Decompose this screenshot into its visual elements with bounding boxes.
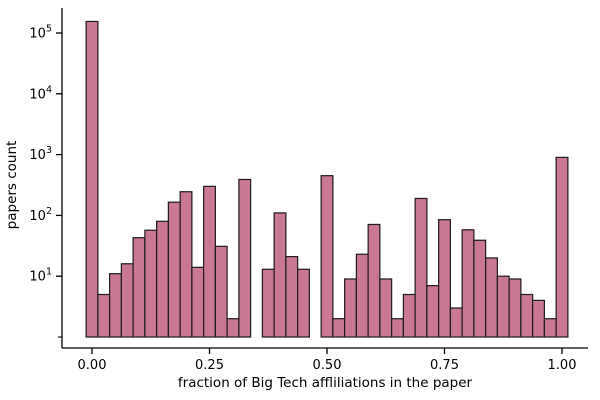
x-tick-label: 0.50 [313,358,342,373]
histogram-bar [167,201,181,338]
x-tick-label: 0.25 [195,358,224,373]
histogram-bar [203,185,216,338]
histogram-bar [496,275,510,338]
histogram-bar [402,293,416,338]
histogram-bar [391,318,404,338]
histogram-bar [297,268,310,338]
x-tick-label: 0.75 [430,358,459,373]
histogram-bar [367,223,381,338]
y-axis-label: papers count [4,141,20,230]
histogram-bar [238,178,252,338]
histogram-bar [120,263,134,338]
histogram-bar [320,175,334,338]
y-tick-label: 103 [29,145,52,163]
histogram-bar [273,212,287,338]
histogram-bar [508,278,522,338]
histogram-bar [179,191,193,338]
histogram-bar [226,318,240,338]
histogram-bar [355,253,369,338]
y-tick-label: 102 [29,206,52,224]
axes-group: 105 104 103 102 101 0.00 0.25 0.50 0.75 1.00 [29,8,588,373]
histogram-bar [379,278,393,338]
histogram-bar [555,156,569,338]
histogram-bar [332,318,346,338]
histogram-bar [473,239,487,338]
histogram-bar [520,293,534,338]
histogram-bar [156,220,169,338]
x-axis-label: fraction of Big Tech affliliations in th… [178,375,473,391]
histogram-bar [532,299,545,338]
histogram-bar [109,273,122,338]
histogram-bar [261,268,275,338]
histogram-bar [461,229,475,338]
y-tick-label: 104 [29,84,52,102]
histogram-bar [426,285,440,338]
y-tick-label: 101 [29,267,52,285]
histogram-bar [191,266,205,338]
bars-group [85,20,569,338]
histogram-bar [543,318,557,338]
histogram-bar [285,256,299,338]
histogram-bar [144,229,158,338]
x-tick-label: 1.00 [548,358,577,373]
y-tick-label: 105 [29,24,52,42]
histogram-bar [414,197,428,338]
histogram-bar [344,278,357,338]
histogram-bar [449,307,463,338]
histogram-bar [485,257,498,338]
histogram-bar [214,245,228,338]
histogram-bar [132,237,146,338]
x-tick-label: 0.00 [78,358,107,373]
histogram-bar [97,293,111,338]
histogram-bar [85,20,99,338]
histogram-bar [438,219,451,338]
